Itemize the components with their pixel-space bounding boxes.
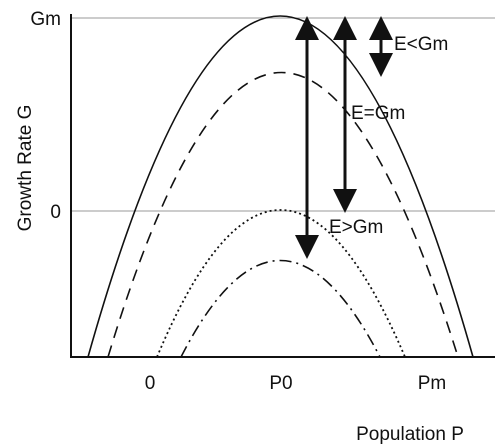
- y-tick-zero: 0: [50, 202, 61, 223]
- label-e-greater: E>Gm: [329, 217, 383, 238]
- label-e-equal: E=Gm: [351, 103, 405, 124]
- curve-dashed: [107, 71, 459, 358]
- curve-solid: [87, 15, 474, 358]
- x-axis-title: Population P: [356, 424, 464, 445]
- y-axis-title: Growth Rate G: [15, 105, 36, 232]
- x-tick-pm: Pm: [418, 373, 447, 394]
- x-tick-zero: 0: [145, 373, 156, 394]
- y-tick-gm: Gm: [30, 9, 61, 30]
- label-e-less: E<Gm: [394, 34, 448, 55]
- x-tick-p0: P0: [269, 373, 292, 394]
- curve-dash-dot: [180, 259, 381, 358]
- curve-dotted: [156, 209, 406, 358]
